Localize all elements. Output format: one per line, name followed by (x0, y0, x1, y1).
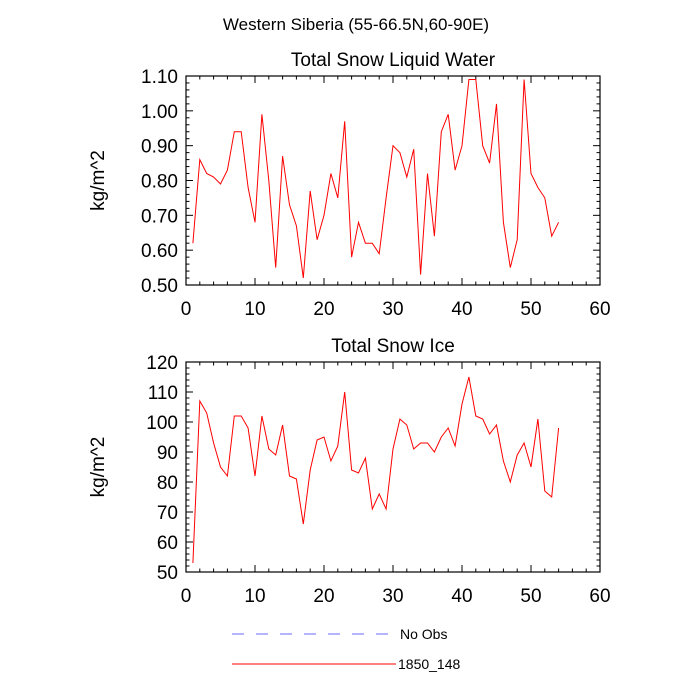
panel-0-xtick-label: 60 (589, 299, 610, 320)
panel-1-title: Total Snow Ice (331, 336, 455, 357)
legend-label-no-obs: No Obs (400, 626, 447, 642)
panel-1-ytick-label: 80 (157, 473, 178, 494)
panel-0-xtick-label: 40 (451, 299, 472, 320)
panel-1-ytick-label: 70 (157, 503, 178, 524)
panel-0-ytick-label: 1.10 (141, 67, 178, 88)
panel-1-ytick-label: 120 (146, 353, 178, 374)
panel-1-xtick-label: 50 (520, 586, 541, 607)
panel-0-plot-frame (185, 75, 601, 286)
panel-1-xtick-label: 40 (451, 586, 472, 607)
panel-1-ytick-label: 50 (157, 563, 178, 584)
panel-0-ytick-label: 0.70 (141, 206, 178, 227)
panel-0-ylabel: kg/m^2 (88, 150, 109, 211)
panel-0-series-line-0 (192, 79, 560, 279)
panel-0-ytick-label: 0.80 (141, 172, 178, 193)
panel-1-plot-frame (185, 361, 601, 573)
legend: No Obs 1850_148 (232, 626, 461, 672)
panel-1-xtick-label: 60 (589, 586, 610, 607)
panel-1-ytick-label: 60 (157, 533, 178, 554)
panel-0-xtick-label: 0 (181, 299, 192, 320)
panel-0-ytick-label: 0.60 (141, 241, 178, 262)
panel-1-ylabel: kg/m^2 (88, 437, 109, 498)
legend-label-1850-148: 1850_148 (398, 656, 461, 672)
panel-snow-ice: Total Snow Ice 0 10 20 30 40 50 60 50 60 70 80 90 100… (88, 336, 611, 607)
panel-1-xtick-label: 30 (382, 586, 403, 607)
panel-1-ytick-label: 100 (146, 413, 178, 434)
panel-0-xtick-label: 30 (382, 299, 403, 320)
panel-0-ytick-label: 1.00 (141, 102, 178, 123)
panel-1-series-line-0 (192, 376, 560, 564)
panel-0-ytick-label: 0.90 (141, 137, 178, 158)
panel-1-xtick-label: 10 (244, 586, 265, 607)
panel-0-xtick-label: 50 (520, 299, 541, 320)
figure-suptitle: Western Siberia (55-66.5N,60-90E) (223, 15, 489, 34)
panel-liquid-water: Total Snow Liquid Water 0 10 20 30 40 50 60 0.50… (88, 50, 611, 320)
panel-0-xtick-label: 20 (313, 299, 334, 320)
panel-0-title: Total Snow Liquid Water (291, 50, 496, 71)
panel-0-xtick-label: 10 (244, 299, 265, 320)
panel-1-ytick-label: 90 (157, 443, 178, 464)
panel-1-ytick-label: 110 (148, 383, 178, 404)
panel-0-ytick-label: 0.50 (141, 276, 178, 297)
panel-1-xtick-label: 20 (313, 586, 334, 607)
panel-1-xtick-label: 0 (181, 586, 192, 607)
